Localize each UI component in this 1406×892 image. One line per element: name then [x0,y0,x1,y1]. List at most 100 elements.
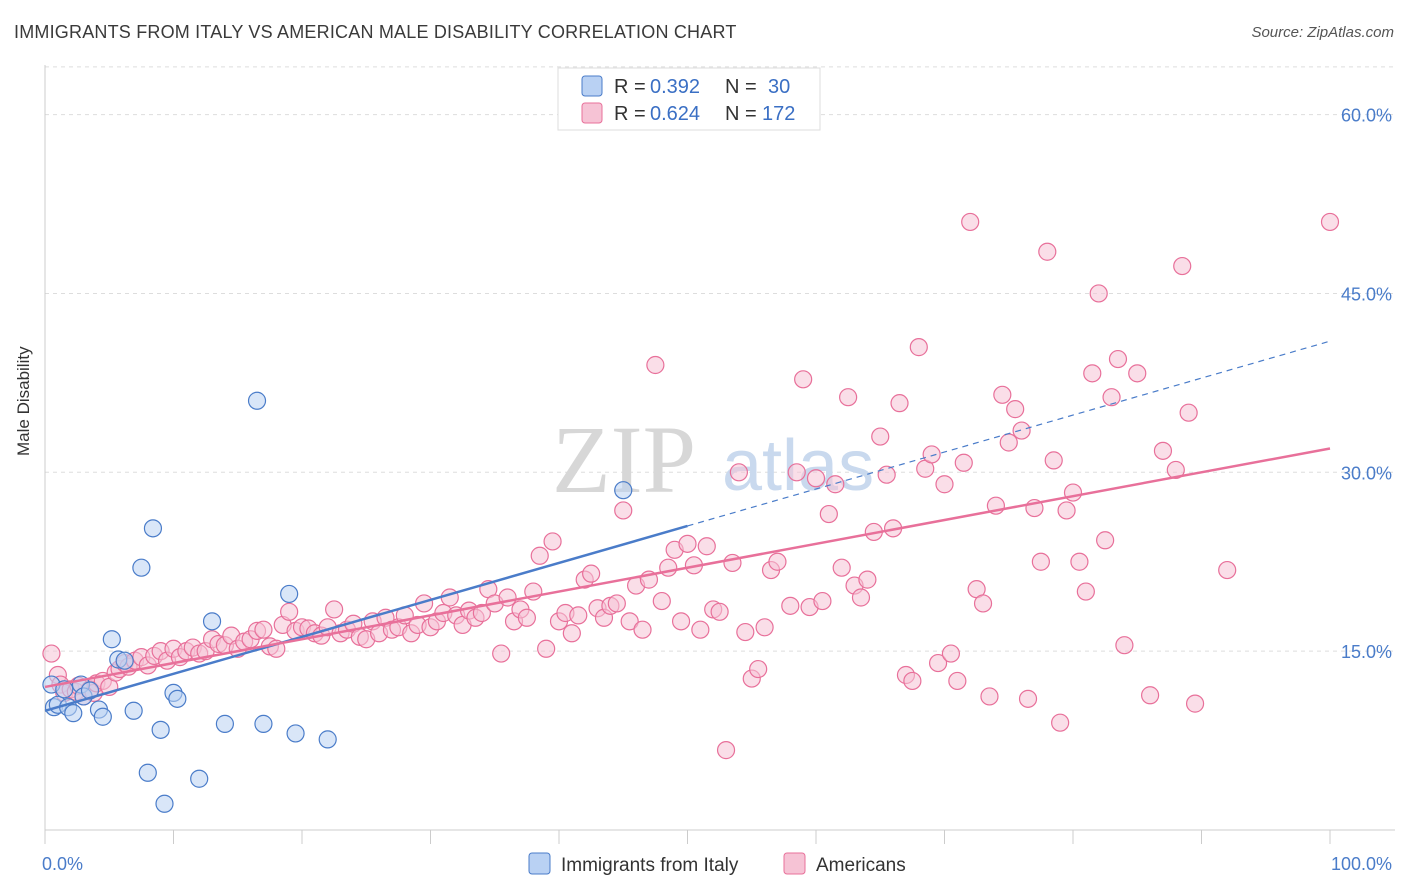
italy-point-27 [280,584,299,604]
americans-point-99 [652,591,671,611]
americans-point-37 [254,620,273,639]
americans-point-168 [1102,388,1121,407]
americans-point-142 [935,475,954,494]
y-tick-label-2: 45.0% [1341,284,1392,304]
americans-point-109 [716,741,736,760]
americans-point-133 [877,465,896,484]
americans-point-126 [832,558,851,577]
americans-point-111 [729,463,749,482]
americans-point-94 [620,612,639,631]
americans-point-120 [794,370,813,389]
correlation-legend: R = 0.392 N = 30 R = 0.624 N = 172 [557,67,821,131]
americans-point-146 [961,212,980,232]
americans-point-78 [517,608,536,627]
italy-point-15 [132,558,151,577]
americans-point-41 [280,602,299,621]
italy-point-21 [168,689,187,708]
americans-point-129 [851,588,871,607]
italy-point-13 [115,651,134,670]
x-tick-label-0: 0.0% [42,854,83,874]
italy-point-29 [318,730,337,749]
italy-trend-line [44,524,688,712]
legend-n-label-italy: N = [725,76,757,98]
americans-point-173 [1153,441,1173,460]
chart-source: Source: ZipAtlas.com [1251,24,1394,41]
americans-point-88 [582,564,601,583]
americans-point-149 [980,687,999,706]
legend-swatch-italy [581,75,603,97]
legend-r-value-italy: 0.392 [650,76,700,98]
bottom-legend-label-italy: Immigrants from Italy [561,855,739,876]
americans-trend-line [44,447,1331,689]
italy-point-22 [190,769,209,788]
series-legend: Immigrants from Italy Americans [528,852,906,876]
americans-points [42,212,1340,760]
italy-point-14 [124,701,143,720]
bottom-legend-swatch-italy [528,852,551,875]
italy-point-18 [151,720,170,739]
americans-point-130 [858,570,877,589]
americans-point-108 [710,602,729,621]
americans-point-171 [1128,364,1147,383]
italy-point-23 [202,612,222,631]
americans-point-48 [325,600,344,619]
americans-point-175 [1173,256,1192,276]
americans-point-98 [646,355,665,375]
americans-point-86 [569,606,588,625]
americans-point-112 [736,622,755,642]
americans-point-160 [1051,713,1070,732]
americans-point-176 [1179,403,1198,422]
bottom-legend-swatch-americans [783,852,806,875]
italy-point-16 [138,763,157,782]
americans-point-114 [749,659,768,679]
americans-point-93 [614,501,633,520]
americans-point-174 [1166,460,1185,480]
y-tick-label-0: 15.0% [1341,642,1392,662]
americans-point-123 [813,591,832,611]
americans-point-143 [941,644,961,663]
legend-n-value-americans: 172 [762,103,795,125]
americans-point-71 [472,603,491,623]
americans-point-163 [1070,552,1089,571]
americans-point-125 [826,475,845,494]
italy-point-17 [143,519,163,538]
americans-point-118 [781,596,800,615]
americans-point-117 [768,552,787,571]
americans-point-155 [1018,689,1038,708]
americans-point-127 [839,388,858,407]
americans-point-115 [755,618,774,637]
watermark: ZIP atlas [552,406,874,513]
americans-point-148 [973,594,993,613]
legend-n-label-americans: N = [725,103,757,125]
americans-point-177 [1185,694,1205,713]
legend-n-value-italy: 30 [768,76,790,98]
italy-point-25 [247,391,267,410]
americans-point-124 [819,504,838,524]
italy-point-30 [614,481,633,500]
americans-point-74 [492,644,511,663]
americans-point-102 [671,612,691,631]
legend-r-value-americans: 0.624 [650,103,700,125]
y-tick-label-3: 60.0% [1341,106,1392,126]
americans-point-153 [1006,400,1025,419]
americans-point-158 [1038,242,1057,261]
americans-point-119 [787,463,806,482]
italy-point-5 [64,704,83,723]
americans-point-161 [1057,501,1076,520]
americans-point-154 [1012,421,1031,440]
americans-point-144 [948,671,967,691]
americans-point-179 [1320,212,1340,232]
bottom-legend-label-americans: Americans [816,855,906,876]
americans-point-122 [806,469,826,488]
italy-point-26 [254,714,273,733]
axes [44,65,1395,844]
americans-point-137 [903,671,922,691]
americans-point-157 [1031,552,1050,571]
americans-point-81 [537,639,556,658]
italy-point-28 [286,724,305,743]
italy-point-19 [155,794,174,813]
italy-point-10 [93,707,112,726]
americans-point-166 [1089,284,1108,303]
americans-point-0 [42,644,61,663]
americans-point-145 [954,453,973,472]
